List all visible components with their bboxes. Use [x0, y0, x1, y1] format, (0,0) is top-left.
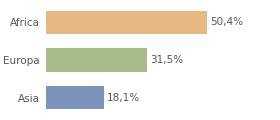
Bar: [46, 48, 147, 72]
Text: 50,4%: 50,4%: [211, 17, 244, 27]
Bar: [46, 86, 104, 109]
Bar: [46, 11, 207, 34]
Text: 31,5%: 31,5%: [150, 55, 183, 65]
Text: 18,1%: 18,1%: [107, 93, 140, 103]
